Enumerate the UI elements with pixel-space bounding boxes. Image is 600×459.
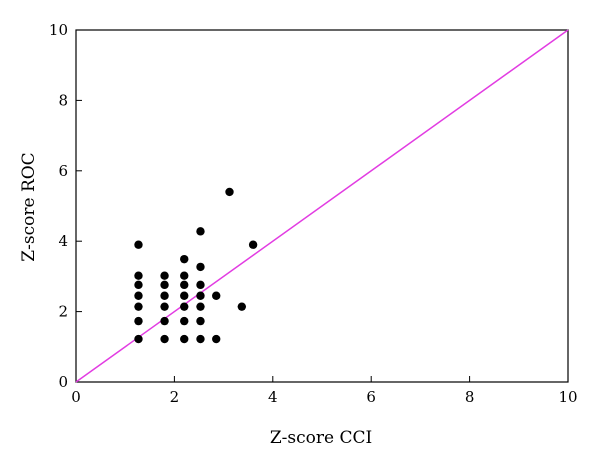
data-point <box>196 280 205 290</box>
chart-marks: 0 2 4 6 8 10 0 2 4 6 8 10 <box>49 21 578 406</box>
data-point <box>134 280 143 290</box>
data-point <box>180 334 189 344</box>
data-point <box>212 334 221 344</box>
data-point <box>196 291 205 300</box>
y-tick-label: 2 <box>58 303 68 321</box>
data-point <box>180 271 189 280</box>
data-point <box>196 262 205 272</box>
data-point <box>196 334 205 344</box>
data-point <box>160 291 169 300</box>
data-point <box>134 291 143 300</box>
data-point <box>180 291 189 300</box>
data-point <box>212 291 221 300</box>
x-tick-label: 6 <box>366 388 376 406</box>
x-tick-label: 4 <box>268 388 278 406</box>
data-point <box>160 334 169 344</box>
plot-frame <box>75 29 569 383</box>
data-point <box>196 227 205 236</box>
y-tick-label: 6 <box>58 162 68 180</box>
x-tick-label: 0 <box>71 388 81 406</box>
data-point <box>160 302 169 311</box>
x-tick-label: 2 <box>170 388 180 406</box>
data-point <box>180 302 189 311</box>
data-point <box>160 271 169 280</box>
y-tick-label: 0 <box>58 373 68 391</box>
data-point <box>160 316 169 326</box>
y-axis-label: Z-score ROC <box>19 152 39 261</box>
data-point <box>160 280 169 290</box>
data-point <box>134 240 143 249</box>
data-point <box>225 187 234 197</box>
y-tick-label: 8 <box>58 91 68 109</box>
y-tick-label: 10 <box>49 21 68 39</box>
data-point <box>134 302 143 311</box>
data-point <box>134 271 143 280</box>
data-point <box>134 316 143 326</box>
data-point <box>134 334 143 344</box>
x-tick-label: 8 <box>465 388 475 406</box>
data-point <box>180 254 189 264</box>
x-tick-label: 10 <box>558 388 577 406</box>
data-point <box>180 280 189 290</box>
x-axis-label: Z-score CCI <box>270 428 372 448</box>
data-point <box>196 316 205 326</box>
data-point <box>196 302 205 311</box>
data-point <box>248 240 258 249</box>
y-tick-label: 4 <box>58 232 68 250</box>
reference-line <box>75 29 569 383</box>
data-point <box>237 302 247 311</box>
data-point <box>180 316 189 326</box>
